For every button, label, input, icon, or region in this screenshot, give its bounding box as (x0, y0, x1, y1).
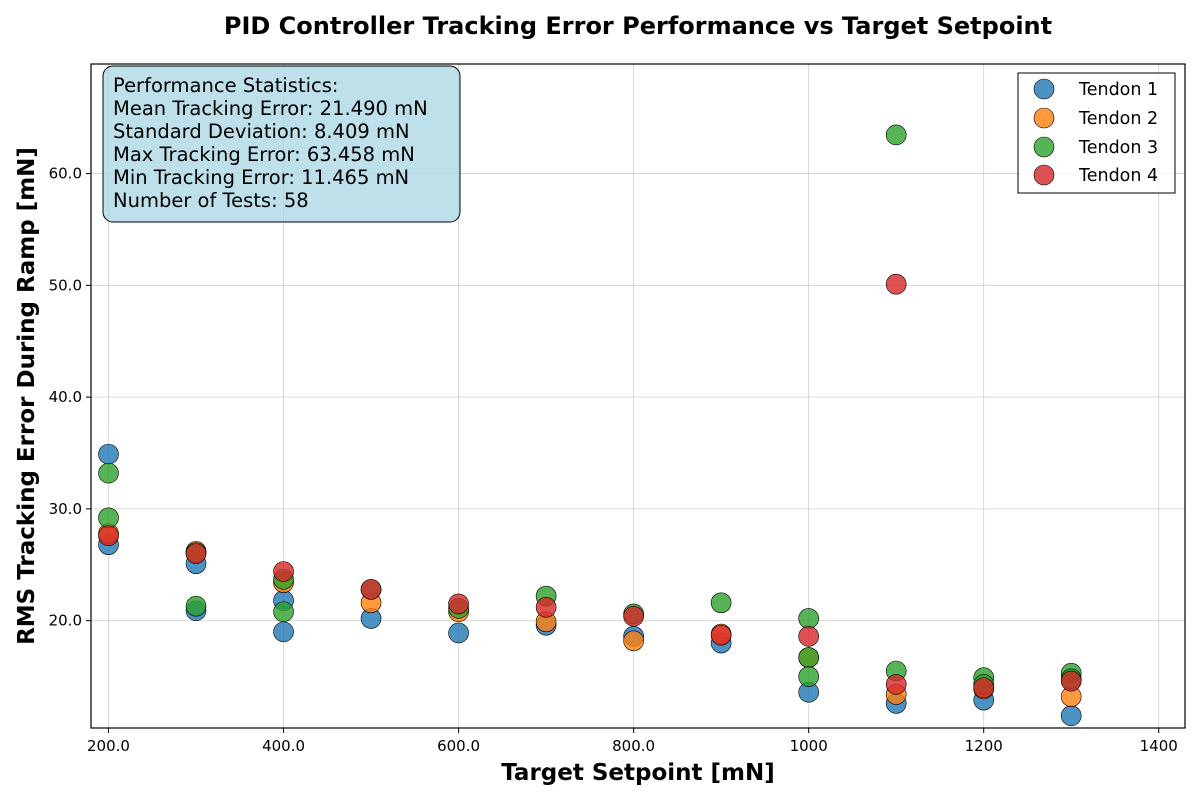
data-point (1060, 670, 1082, 692)
data-point (98, 525, 119, 547)
legend-marker-tendon-4 (1033, 164, 1055, 186)
x-tick-label: 1000 (790, 737, 828, 755)
data-point (798, 626, 819, 647)
x-tick-label: 1400 (1140, 737, 1178, 755)
data-point (798, 666, 819, 687)
data-point (710, 592, 732, 614)
y-tick-label: 50.0 (49, 276, 82, 294)
x-tick-label: 1200 (965, 737, 1003, 755)
legend: Tendon 1 Tendon 2 Tendon 3 Tendon 4 (1017, 72, 1176, 194)
x-tick-label: 800.0 (612, 737, 655, 755)
data-point (273, 561, 294, 582)
series-tendon-1 (98, 443, 1082, 727)
legend-label-tendon-4: Tendon 4 (1078, 166, 1158, 186)
series-tendon-2 (98, 523, 1082, 708)
stats-line: Max Tracking Error: 63.458 mN (113, 143, 415, 166)
legend-marker-tendon-2 (1033, 107, 1055, 129)
x-axis-label: Target Setpoint [mN] (501, 760, 775, 786)
y-tick-label: 40.0 (49, 388, 82, 406)
data-point (710, 624, 732, 646)
x-tick-label: 400.0 (262, 737, 305, 755)
stats-line: Standard Deviation: 8.409 mN (113, 120, 410, 143)
data-point (1060, 705, 1082, 727)
data-point (885, 273, 907, 295)
data-point (185, 543, 207, 564)
data-point (623, 605, 644, 627)
data-point (798, 608, 819, 629)
data-point (535, 596, 557, 618)
series-tendon-4 (98, 273, 1082, 699)
axis-ticks: 200.0 400.0 600.0 800.0 1000 1200 1400 20.0 30.0… (49, 165, 1178, 755)
stats-line: Performance Statistics: (113, 74, 338, 97)
y-tick-label: 60.0 (49, 165, 82, 183)
plot-area-frame (90, 63, 1186, 729)
y-tick-label: 20.0 (49, 612, 82, 630)
stats-line: Mean Tracking Error: 21.490 mN (113, 97, 428, 120)
data-point (448, 593, 469, 615)
data-point (98, 443, 119, 465)
x-tick-label: 600.0 (437, 737, 480, 755)
data-point (885, 124, 907, 146)
legend-marker-tendon-1 (1033, 78, 1055, 100)
x-tick-label: 200.0 (87, 737, 130, 755)
data-point (273, 621, 294, 643)
data-point (273, 601, 294, 623)
legend-label-tendon-3: Tendon 3 (1078, 138, 1158, 158)
data-point (98, 462, 119, 484)
data-point (623, 630, 644, 652)
stats-line: Min Tracking Error: 11.465 mN (113, 166, 409, 189)
stats-line: Number of Tests: 58 (113, 189, 309, 212)
data-point (973, 677, 995, 699)
legend-label-tendon-2: Tendon 2 (1078, 109, 1158, 129)
data-point (798, 647, 819, 668)
data-point (360, 579, 382, 600)
data-points (98, 124, 1082, 727)
legend-label-tendon-1: Tendon 1 (1078, 80, 1158, 100)
data-point (448, 622, 469, 644)
legend-marker-tendon-3 (1033, 136, 1055, 158)
y-tick-label: 30.0 (49, 500, 82, 518)
data-point (885, 674, 907, 695)
chart-title: PID Controller Tracking Error Performanc… (224, 12, 1052, 40)
y-axis-label: RMS Tracking Error During Ramp [mN] (14, 147, 40, 645)
data-point (98, 507, 119, 529)
data-point (185, 595, 207, 617)
stats-box-background (102, 65, 461, 223)
stats-box: Performance Statistics: Mean Tracking Er… (102, 65, 461, 223)
